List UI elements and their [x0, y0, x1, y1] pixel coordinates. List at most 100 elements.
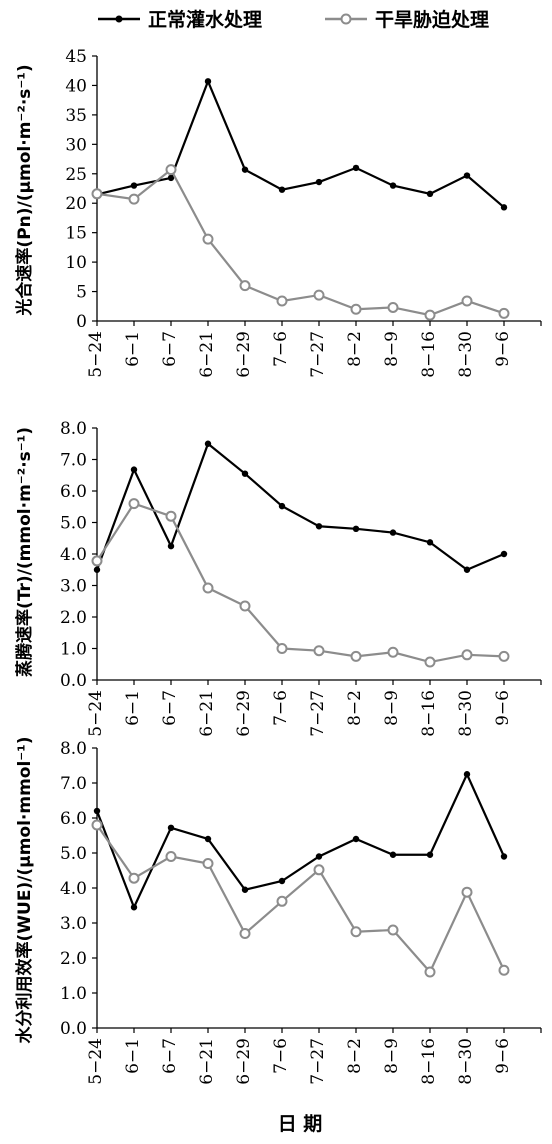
x-tick-label: 6−1 — [123, 331, 143, 367]
series-drought-point — [128, 872, 140, 884]
legend-normal-marker — [115, 15, 123, 23]
series-drought-point — [239, 600, 251, 612]
legend-drought-marker — [340, 13, 352, 25]
series-normal-point — [241, 166, 249, 173]
series-drought-point — [128, 193, 140, 205]
x-tick-label: 8−30 — [456, 1038, 476, 1085]
series-normal-point — [278, 502, 286, 510]
series-drought-point — [313, 289, 325, 301]
y-tick-label: 6.0 — [60, 482, 87, 502]
y-tick-label: 8.0 — [60, 739, 87, 759]
series-normal-point — [204, 78, 212, 85]
y-tick-label: 40 — [65, 76, 87, 96]
chart-transpiration: 0.0 1.0 2.0 3.0 4.0 5.0 6.0 7.0 8.0 5−24 6−1 6−7 6−2… — [14, 419, 542, 737]
x-tick-label: 8−9 — [382, 331, 402, 367]
series-drought-point — [498, 650, 510, 662]
series-drought-line — [96, 502, 505, 664]
y-tick-label: 7.0 — [60, 774, 87, 794]
y-tick-label: 3.0 — [60, 577, 87, 597]
series-drought-point — [498, 307, 510, 319]
series-normal-point — [167, 174, 175, 182]
x-tick-label: 7−27 — [308, 331, 328, 378]
y-tick-label: 7.0 — [60, 451, 87, 471]
series-drought-point — [128, 498, 140, 510]
legend-drought-label: 干旱胁迫处理 — [375, 8, 489, 31]
y-tick-label: 8.0 — [60, 419, 87, 439]
series-normal-point — [426, 539, 434, 546]
series-drought-point — [165, 510, 177, 522]
y-tick-label: 4.0 — [60, 879, 87, 899]
series-normal-point — [463, 172, 471, 179]
y-tick-label: 25 — [65, 165, 87, 185]
x-tick-label: 7−6 — [271, 331, 291, 367]
x-tick-label: 6−7 — [160, 331, 180, 367]
x-tick-label: 8−16 — [419, 690, 439, 737]
series-drought-point — [276, 643, 288, 654]
x-tick-label: 7−27 — [308, 1038, 328, 1085]
series-drought-point — [91, 819, 103, 831]
series-drought-point — [350, 303, 362, 315]
y-axis-label: 水分利用效率(WUE)/(μmol·mmol⁻¹) — [14, 737, 35, 1044]
series-normal-point — [315, 178, 323, 186]
x-tick-label: 8−9 — [382, 690, 402, 726]
series-normal-point — [315, 523, 323, 530]
x-tick-label: 8−16 — [419, 331, 439, 378]
series-drought-point — [498, 964, 510, 976]
y-tick-label: 20 — [65, 194, 87, 214]
series-drought-point — [276, 295, 288, 307]
y-tick-label: 2.0 — [60, 949, 87, 969]
series-normal-point — [130, 466, 138, 473]
series-drought-point — [461, 649, 473, 661]
legend: 正常灌水处理 干旱胁迫处理 — [98, 8, 489, 31]
series-drought-point — [276, 895, 288, 907]
series-drought-point — [202, 582, 214, 594]
chart-water-use-efficiency: 0.0 1.0 2.0 3.0 4.0 5.0 6.0 7.0 8.0 5−24 6−1 6−7 6−2… — [14, 737, 542, 1085]
chart-photosynthesis: 0 5 10 15 20 25 30 35 40 45 5−24 6−1 6−7 6−21 6−29 7−6 7… — [14, 47, 542, 378]
y-tick-label: 1.0 — [60, 984, 87, 1004]
x-tick-label: 6−7 — [160, 690, 180, 726]
x-tick-label: 7−6 — [271, 1038, 291, 1074]
y-axis-label: 蒸腾速率(Tr)/(mmol·m⁻²·s⁻¹) — [14, 427, 35, 677]
series-normal-point — [278, 186, 286, 193]
series-drought-point — [313, 864, 325, 876]
series-normal-point — [352, 164, 360, 172]
series-drought-point — [165, 851, 177, 862]
series-drought-point — [165, 164, 177, 176]
y-tick-label: 0.0 — [60, 671, 87, 691]
y-tick-label: 45 — [65, 47, 87, 67]
x-tick-label: 9−6 — [493, 1038, 513, 1074]
x-tick-label: 6−29 — [234, 690, 254, 737]
series-normal-point — [500, 204, 508, 211]
x-tick-label: 8−2 — [345, 690, 365, 726]
series-drought-line — [96, 824, 505, 974]
series-drought-point — [350, 650, 362, 662]
series-drought-point — [387, 646, 399, 658]
series-normal-point — [389, 182, 397, 189]
y-tick-label: 6.0 — [60, 809, 87, 829]
series-normal-point — [241, 886, 249, 893]
y-tick-label: 5 — [76, 283, 87, 303]
y-tick-label: 35 — [65, 106, 87, 126]
series-drought-point — [424, 309, 436, 321]
x-tick-label: 7−27 — [308, 690, 328, 737]
series-drought-point — [387, 301, 399, 313]
x-tick-label: 6−29 — [234, 1038, 254, 1085]
series-drought-point — [239, 280, 251, 292]
x-tick-label: 8−30 — [456, 331, 476, 378]
x-tick-label: 5−24 — [86, 690, 106, 737]
x-tick-label: 6−21 — [197, 1038, 217, 1085]
series-normal-point — [130, 182, 138, 189]
x-tick-label: 9−6 — [493, 331, 513, 367]
x-tick-label: 8−9 — [382, 1038, 402, 1074]
series-normal-point — [500, 550, 508, 558]
x-tick-label: 8−16 — [419, 1038, 439, 1085]
series-normal-point — [463, 566, 471, 573]
y-axis-label: 光合速率(Pn)/(μmol·m⁻²·s⁻¹) — [14, 64, 35, 316]
series-drought-point — [91, 188, 103, 200]
x-tick-label: 5−24 — [86, 1038, 106, 1085]
y-tick-label: 2.0 — [60, 608, 87, 628]
series-drought-point — [387, 924, 399, 936]
x-tick-label: 6−7 — [160, 1038, 180, 1074]
series-normal-point — [167, 542, 175, 550]
series-drought-point — [461, 295, 473, 307]
